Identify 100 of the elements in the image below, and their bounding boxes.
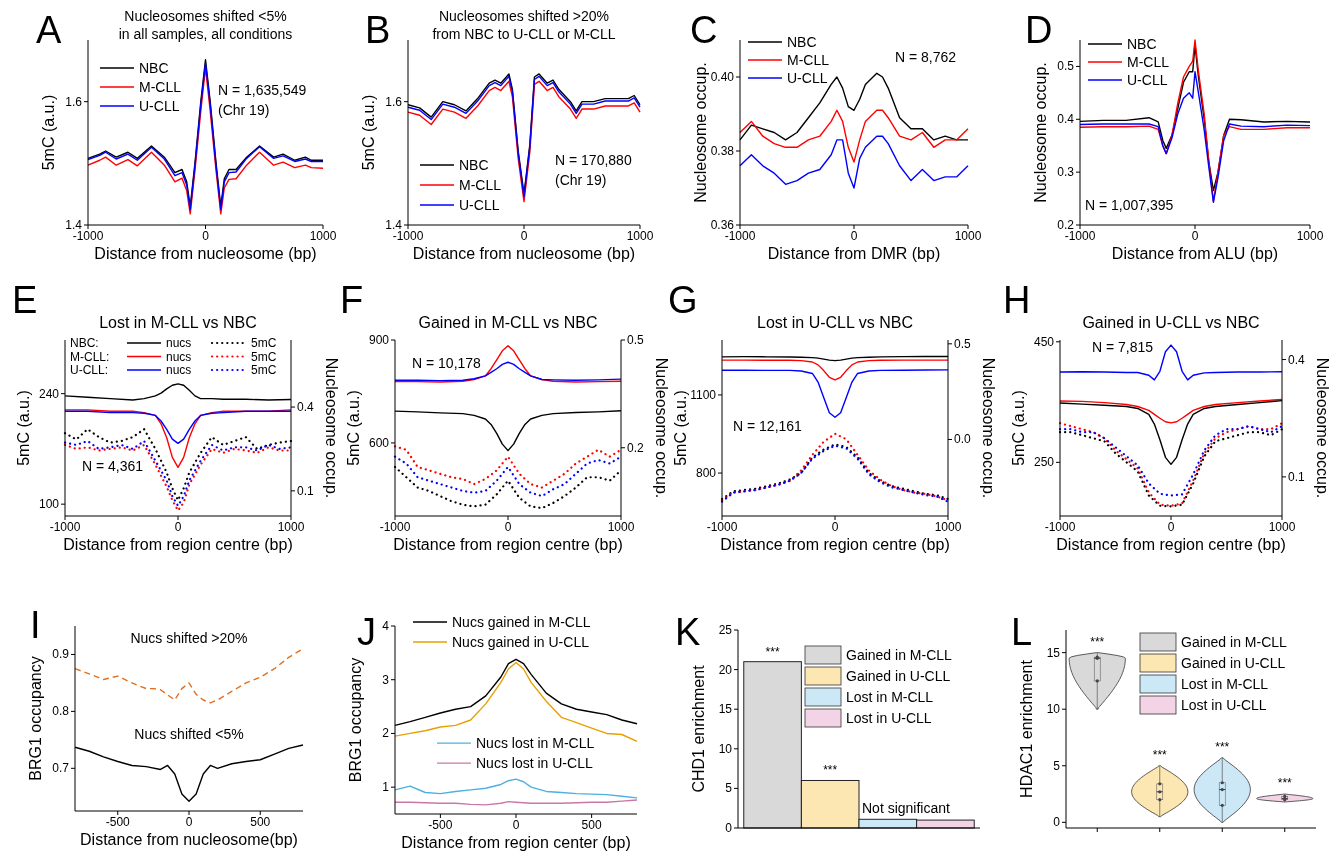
y-tick-label: 450: [1033, 334, 1055, 349]
x-tick-label: 1000: [954, 229, 982, 243]
x-tick-label: 0: [202, 229, 210, 243]
x-tick-label: -1000: [724, 229, 756, 243]
legend-label: Nucs gained in M-CLL: [452, 614, 591, 630]
x-tick-label: -500: [105, 815, 131, 829]
x-tick-label: 1000: [1268, 520, 1296, 534]
y-tick-label: 5: [1053, 758, 1061, 773]
annotation: N = 7,815: [1092, 339, 1154, 355]
text: Nucs shifted >20%: [130, 629, 248, 646]
x-axis-title: Distance from region centre (bp): [720, 536, 950, 553]
y2-tick-label: 0.4: [297, 400, 315, 415]
y-tick-label: 1.4: [65, 218, 83, 232]
legend-label: Lost in M-CLL: [1181, 676, 1269, 692]
x-axis-title: Distance from ALU (bp): [1111, 245, 1279, 262]
line-series: [64, 410, 292, 445]
line-series: [1059, 344, 1283, 381]
text: E: [12, 279, 38, 321]
text: ***: [1090, 634, 1105, 649]
x-tick-label: 1000: [934, 520, 962, 534]
legend-label: Nucs lost in U-CLL: [476, 755, 593, 772]
legend-label: Lost in M-CLL: [846, 689, 934, 705]
y-tick-label: 0.5: [1057, 59, 1075, 74]
chart-title: Lost in M-CLL vs NBC: [99, 313, 257, 331]
x-tick-label: 1000: [626, 229, 654, 243]
y-tick-label: 4: [382, 619, 390, 633]
text: J: [357, 611, 376, 653]
x-axis-title: Distance from region centre (bp): [1056, 536, 1286, 553]
x-axis-title: Distance from region centre (bp): [393, 536, 623, 553]
y-tick-label: 1: [382, 780, 390, 795]
chart-title: Nucleosomes shifted <5% in all samples, all conditions: [118, 8, 293, 42]
y-axis-title: 5mC (a.u.): [1009, 390, 1027, 466]
y2-tick-label: 0.2: [627, 440, 645, 455]
line-series: [74, 648, 304, 704]
annotation: M-CLL:: [70, 349, 110, 364]
y-tick-label: 20: [718, 662, 733, 677]
y-tick-label: 0.40: [710, 70, 735, 84]
x-tick-label: -1000: [706, 520, 738, 534]
annotation: (Chr 19): [555, 172, 607, 188]
x-tick-label: 1000: [309, 229, 337, 243]
legend-label: NBC: [1127, 36, 1157, 52]
x-tick-label: -500: [428, 818, 453, 832]
chart-title: Gained in U-CLL vs NBC: [1082, 313, 1260, 331]
y-tick-label: 15: [1046, 645, 1061, 660]
y-axis-title: BRG1 occupancy: [26, 656, 44, 781]
data-label: ***: [765, 644, 780, 659]
y-tick-label: 0.38: [710, 144, 735, 158]
y-tick-label: 900: [368, 333, 390, 347]
text: ***: [1215, 739, 1230, 754]
x-tick-label: 0: [185, 815, 193, 829]
x-tick-label: 500: [581, 818, 602, 832]
y-axis-title: 5mC (a.u.): [14, 390, 32, 466]
x-tick-label: 0: [850, 229, 858, 243]
text: K: [675, 611, 701, 653]
annotation: N = 170,880: [555, 152, 632, 168]
x-axis-title: Distance from nucleosome (bp): [412, 245, 636, 262]
x-axis-title: Distance from nucleosome (bp): [94, 245, 317, 262]
line-series: [394, 778, 638, 799]
y2-axis-title: Nucleosome occup.: [322, 357, 340, 499]
y-tick-label: 0.9: [52, 647, 70, 662]
y-tick-label: 1.6: [385, 94, 403, 109]
data-label: Not significant: [862, 800, 951, 817]
y-tick-label: 0.4: [1057, 112, 1075, 127]
y-axis-title: Nucleosome occup.: [691, 62, 709, 203]
annotation: (Chr 19): [218, 102, 270, 118]
y-axis-title: Nucleosome occup.: [1031, 62, 1049, 203]
text: F: [340, 279, 364, 321]
line-series: [721, 359, 949, 381]
legend-label: Gained in M-CLL: [1181, 634, 1288, 650]
annotation: N = 1,007,395: [1085, 197, 1174, 213]
y-axis-title: 5mC (a.u.): [359, 94, 377, 171]
x-tick-label: -1000: [72, 229, 104, 243]
text: ***: [1152, 747, 1167, 762]
line-series: [739, 135, 969, 189]
y-tick-label: 25: [718, 623, 733, 637]
y-axis-title: 5mC (a.u.): [39, 94, 57, 171]
x-axis-title: Distance from DMR (bp): [767, 245, 941, 262]
legend-label: 5mC: [251, 336, 277, 350]
x-tick-label: 0: [512, 818, 520, 832]
y-tick-label: 600: [368, 435, 390, 450]
x-tick-label: 0: [504, 520, 512, 534]
y-tick-label: 100: [38, 497, 60, 512]
text: I: [30, 604, 41, 646]
x-tick-label: -1000: [379, 520, 411, 534]
y-tick-label: 800: [695, 466, 717, 481]
legend-label: Nucs gained in U-CLL: [452, 634, 590, 650]
x-tick-label: 500: [250, 815, 271, 829]
legend-label: Gained in U-CLL: [846, 668, 951, 684]
y2-tick-label: 0.4: [1288, 352, 1306, 367]
annotation: N = 8,762: [895, 49, 957, 65]
text: C: [690, 9, 718, 51]
legend-label: nucs: [166, 363, 192, 377]
annotation: N = 1,635,549: [218, 82, 307, 98]
line-series: [394, 345, 622, 383]
line-series: [739, 109, 969, 163]
y-tick-label: 0.8: [52, 704, 70, 719]
y2-tick-label: 0.5: [954, 336, 972, 351]
y2-axis-title: Nucleosome occup.: [979, 357, 997, 499]
y-tick-label: 10: [1046, 702, 1061, 717]
legend-label: U-CLL: [787, 70, 828, 86]
